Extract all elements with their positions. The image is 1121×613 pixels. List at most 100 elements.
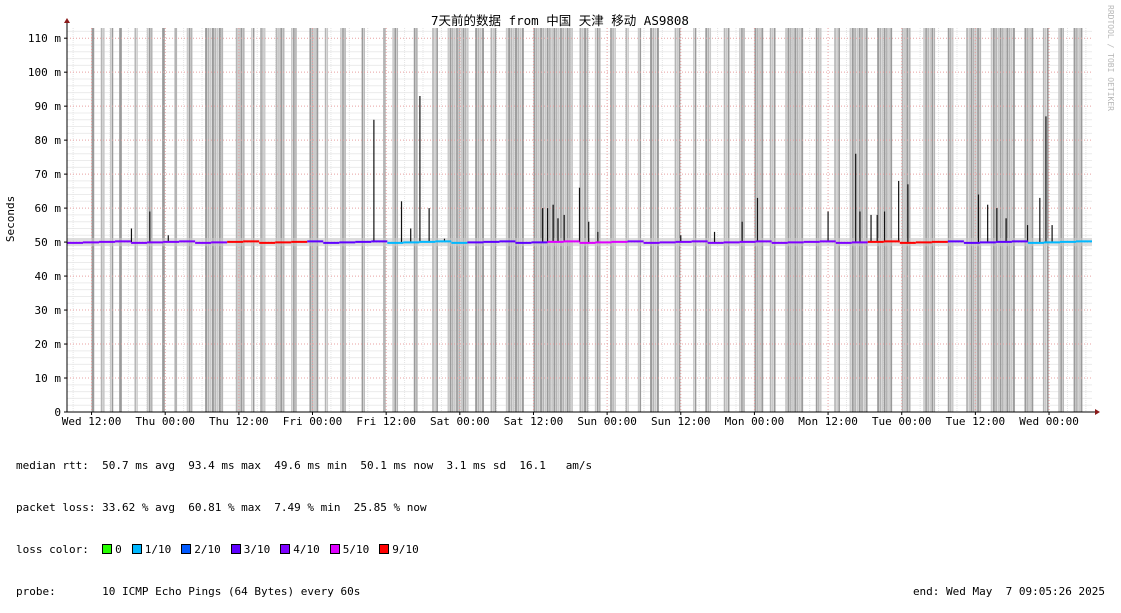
loss-band: [787, 28, 790, 412]
axes: [64, 18, 1100, 415]
loss-band: [723, 28, 726, 412]
y-tick-label: 70 m: [35, 168, 62, 181]
x-tick-label: Sun 12:00: [651, 415, 711, 428]
loss-band: [815, 28, 818, 412]
loss-band: [548, 28, 551, 412]
x-tick-label: Thu 12:00: [209, 415, 269, 428]
chart-title: 7天前的数据 from 中国 天津 移动 AS9808: [431, 13, 689, 28]
loss-band: [650, 28, 652, 412]
loss-band: [508, 28, 511, 412]
loss-band: [413, 28, 416, 412]
y-tick-label: 100 m: [28, 66, 61, 79]
x-tick-label: Tue 12:00: [946, 415, 1006, 428]
loss-band: [754, 28, 757, 412]
x-tick-label: Mon 00:00: [725, 415, 785, 428]
loss-band: [966, 28, 968, 412]
loss-band: [851, 28, 854, 412]
loss-band: [801, 28, 804, 412]
loss-band: [119, 28, 122, 412]
loss-band: [150, 28, 153, 412]
loss-band: [904, 28, 906, 412]
loss-band: [849, 28, 852, 412]
loss-band: [817, 28, 820, 412]
loss-band: [551, 28, 554, 412]
major-grid: [67, 28, 1092, 412]
loss-band: [970, 28, 973, 412]
loss-band: [212, 28, 214, 412]
loss-band: [929, 28, 931, 412]
loss-band: [819, 28, 822, 412]
loss-band: [293, 28, 295, 412]
loss-band: [1058, 28, 1060, 412]
loss-band: [136, 28, 138, 412]
loss-band: [796, 28, 799, 412]
loss-color-swatch-label: 4/10: [293, 543, 320, 556]
loss-band: [434, 28, 436, 412]
loss-band: [979, 28, 982, 412]
loss-band: [656, 28, 659, 412]
loss-band: [881, 28, 884, 412]
y-tick-label: 50 m: [35, 236, 62, 249]
loss-band: [785, 28, 788, 412]
loss-band: [557, 28, 560, 412]
loss-band: [464, 28, 467, 412]
loss-bands: [91, 28, 1083, 412]
loss-band: [477, 28, 480, 412]
loss-band: [562, 28, 565, 412]
loss-band: [456, 28, 458, 412]
loss-band: [705, 28, 707, 412]
loss-band: [761, 28, 764, 412]
median-rtt-values: 50.7 ms avg 93.4 ms max 49.6 ms min 50.1…: [102, 459, 593, 472]
loss-band: [568, 28, 571, 412]
loss-band: [134, 28, 136, 412]
loss-band: [218, 28, 221, 412]
loss-band: [1013, 28, 1015, 412]
loss-band: [1060, 28, 1062, 412]
loss-band: [925, 28, 927, 412]
loss-band: [242, 28, 245, 412]
loss-band: [251, 28, 253, 412]
y-tick-labels: 0 10 m 20 m 30 m 40 m 50 m 60 m 70 m 80 m 90 m 100…: [28, 32, 61, 419]
loss-color-swatch-label: 9/10: [392, 543, 419, 556]
loss-band: [972, 28, 975, 412]
loss-band: [466, 28, 469, 412]
y-tick-label: 10 m: [35, 372, 62, 385]
loss-band: [295, 28, 297, 412]
loss-band: [836, 28, 838, 412]
loss-band: [537, 28, 540, 412]
y-tick-label: 110 m: [28, 32, 61, 45]
loss-band: [794, 28, 797, 412]
loss-color-swatch: [379, 544, 390, 554]
loss-band: [1006, 28, 1009, 412]
latency-chart: 7天前的数据 from 中国 天津 移动 AS9808 Seconds RRDT…: [4, 5, 1115, 428]
y-tick-label: 20 m: [35, 338, 62, 351]
loss-band: [594, 28, 597, 412]
loss-band: [566, 28, 569, 412]
loss-band: [447, 28, 450, 412]
loss-band: [885, 28, 888, 412]
loss-band: [240, 28, 243, 412]
y-tick-label: 60 m: [35, 202, 62, 215]
loss-band: [1031, 28, 1034, 412]
packet-loss-values: 33.62 % avg 60.81 % max 7.49 % min 25.85…: [102, 501, 427, 514]
loss-band: [482, 28, 484, 412]
loss-band: [579, 28, 582, 412]
loss-band: [877, 28, 879, 412]
y-tick-label: 40 m: [35, 270, 62, 283]
loss-band: [277, 28, 280, 412]
loss-band: [1046, 28, 1049, 412]
loss-band: [627, 28, 629, 412]
loss-band: [901, 28, 904, 412]
loss-band: [475, 28, 478, 412]
loss-band: [769, 28, 772, 412]
y-tick-label: 80 m: [35, 134, 62, 147]
loss-band: [771, 28, 774, 412]
loss-band: [207, 28, 210, 412]
x-tick-label: Mon 12:00: [798, 415, 858, 428]
loss-band: [490, 28, 493, 412]
loss-band: [342, 28, 344, 412]
x-tick-label: Wed 00:00: [1019, 415, 1079, 428]
loss-band: [888, 28, 890, 412]
loss-band: [214, 28, 217, 412]
loss-band: [890, 28, 893, 412]
